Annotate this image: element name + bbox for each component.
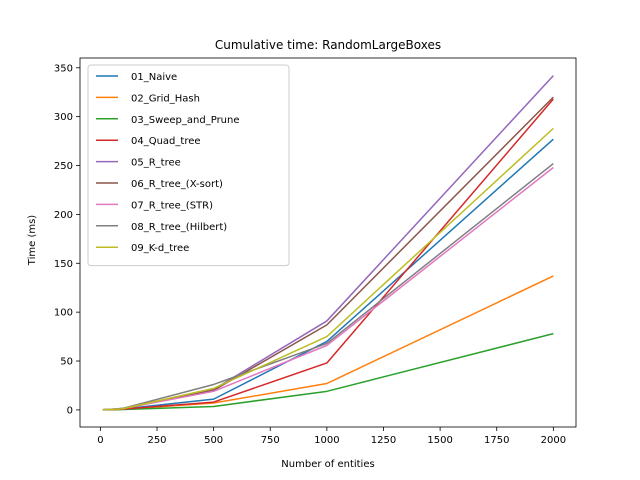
series-line-9 bbox=[102, 127, 554, 411]
y-tick-label: 200 bbox=[54, 210, 73, 221]
legend-label: 08_R_tree_(Hilbert) bbox=[131, 222, 227, 233]
x-tick-label: 1500 bbox=[427, 435, 452, 446]
y-tick-label: 50 bbox=[60, 357, 73, 368]
legend-label: 02_Grid_Hash bbox=[131, 93, 200, 104]
y-tick-label: 300 bbox=[54, 112, 73, 123]
y-tick-label: 150 bbox=[54, 259, 73, 270]
plot-area bbox=[102, 75, 554, 411]
legend: 01_Naive 02_Grid_Hash 03_Sweep_and_Prune 04… bbox=[87, 64, 290, 267]
legend-label: 03_Sweep_and_Prune bbox=[131, 115, 240, 126]
legend-label: 06_R_tree_(X-sort) bbox=[131, 179, 223, 190]
x-tick-label: 1250 bbox=[371, 435, 396, 446]
x-tick-label: 0 bbox=[97, 435, 103, 446]
legend-label: 07_R_tree_(STR) bbox=[131, 200, 213, 211]
y-tick-label: 350 bbox=[54, 63, 73, 74]
x-axis-label: Number of entities bbox=[281, 459, 374, 470]
legend-box bbox=[87, 64, 290, 267]
y-tick-label: 100 bbox=[54, 308, 73, 319]
x-tick-label: 1000 bbox=[314, 435, 339, 446]
y-axis-label: Time (ms) bbox=[27, 215, 38, 267]
x-tick-label: 500 bbox=[204, 435, 223, 446]
x-tick-label: 750 bbox=[261, 435, 280, 446]
chart-title: Cumulative time: RandomLargeBoxes bbox=[215, 38, 441, 52]
axes: 0 250 500 750 1000 1250 1500 1750 2000 0 50 100 150 2… bbox=[54, 57, 577, 446]
x-tick-label: 1750 bbox=[484, 435, 509, 446]
y-tick-label: 250 bbox=[54, 161, 73, 172]
legend-label: 05_R_tree bbox=[131, 158, 181, 169]
x-tick-label: 250 bbox=[147, 435, 166, 446]
legend-label: 09_K-d_tree bbox=[131, 243, 189, 254]
legend-label: 01_Naive bbox=[131, 72, 177, 83]
axes-frame bbox=[79, 57, 577, 428]
x-tick-label: 2000 bbox=[541, 435, 566, 446]
y-tick-label: 0 bbox=[67, 405, 73, 416]
legend-label: 04_Quad_tree bbox=[131, 136, 201, 147]
